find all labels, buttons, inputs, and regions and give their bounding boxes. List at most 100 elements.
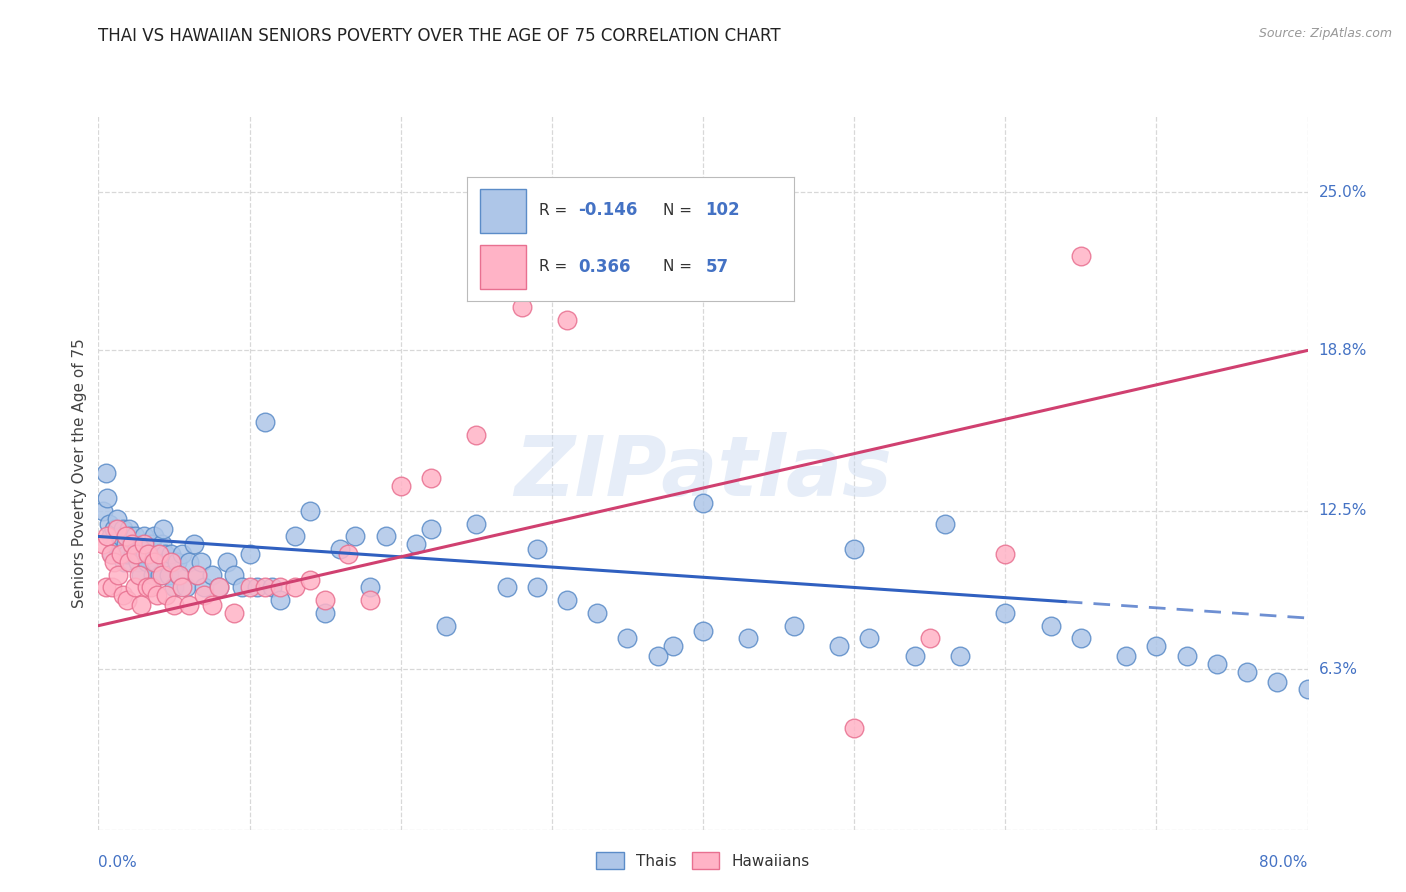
Point [1175, 649, 1198, 664]
Point [299, 573, 322, 587]
Point [166, 555, 188, 569]
Text: -0.146: -0.146 [578, 202, 637, 219]
Point [419, 471, 441, 485]
Point [201, 567, 224, 582]
Point [128, 547, 150, 561]
Point [616, 275, 638, 289]
Point [94, 581, 117, 595]
Point [1296, 682, 1319, 697]
Point [167, 567, 190, 582]
Point [121, 537, 143, 551]
Point [141, 537, 163, 551]
Point [344, 529, 367, 543]
Point [163, 599, 186, 613]
Point [1115, 649, 1137, 664]
Point [103, 555, 125, 569]
Point [101, 581, 124, 595]
Point [269, 593, 291, 607]
Point [129, 567, 152, 582]
Point [112, 555, 135, 569]
Point [159, 567, 181, 582]
Point [107, 567, 129, 582]
Point [224, 567, 246, 582]
Point [1236, 665, 1258, 679]
Point [586, 606, 609, 620]
Point [177, 555, 201, 569]
Point [647, 649, 669, 664]
Text: 0.0%: 0.0% [98, 855, 138, 870]
Point [160, 547, 183, 561]
Point [177, 599, 201, 613]
Point [1039, 618, 1062, 632]
Y-axis label: Seniors Poverty Over the Age of 75: Seniors Poverty Over the Age of 75 [72, 338, 87, 607]
Text: 102: 102 [706, 202, 740, 219]
Point [186, 567, 208, 582]
Point [96, 491, 118, 506]
Point [1070, 249, 1092, 263]
Point [142, 567, 165, 582]
Point [465, 516, 488, 531]
Point [110, 547, 132, 561]
Text: 25.0%: 25.0% [1319, 185, 1367, 200]
Point [314, 593, 336, 607]
Point [737, 632, 759, 646]
Point [167, 567, 190, 582]
Point [127, 555, 149, 569]
Point [208, 581, 231, 595]
Text: R =: R = [538, 202, 572, 218]
Point [419, 522, 441, 536]
Text: Source: ZipAtlas.com: Source: ZipAtlas.com [1258, 27, 1392, 40]
Point [208, 581, 231, 595]
Point [510, 300, 533, 314]
Point [111, 588, 134, 602]
Point [110, 529, 132, 543]
Point [132, 529, 155, 543]
Point [122, 547, 145, 561]
Point [231, 581, 253, 595]
Legend: Thais, Hawaiians: Thais, Hawaiians [591, 846, 815, 875]
Point [360, 593, 382, 607]
Point [148, 547, 170, 561]
Point [114, 537, 136, 551]
Point [98, 516, 121, 531]
Point [360, 581, 382, 595]
Point [692, 624, 714, 638]
Point [96, 529, 118, 543]
Point [555, 593, 578, 607]
Point [239, 581, 262, 595]
Point [105, 522, 128, 536]
Point [136, 542, 159, 557]
Point [389, 478, 412, 492]
Point [782, 618, 804, 632]
Point [153, 547, 176, 561]
Point [616, 632, 638, 646]
Point [105, 511, 128, 525]
Point [186, 567, 208, 582]
Text: 12.5%: 12.5% [1319, 503, 1367, 518]
Point [170, 581, 193, 595]
Point [253, 581, 276, 595]
Point [100, 547, 122, 561]
Point [284, 581, 307, 595]
Point [299, 504, 322, 518]
Point [858, 632, 880, 646]
Point [193, 588, 215, 602]
Point [495, 581, 517, 595]
Point [103, 522, 125, 536]
Point [135, 555, 157, 569]
Point [118, 522, 141, 536]
Point [201, 599, 224, 613]
Point [374, 529, 396, 543]
Point [139, 547, 162, 561]
Point [125, 547, 148, 561]
Point [150, 537, 173, 551]
Point [101, 547, 124, 561]
Point [121, 537, 143, 551]
Point [91, 537, 114, 551]
Point [170, 547, 193, 561]
Point [155, 555, 177, 569]
Point [239, 547, 262, 561]
Point [844, 721, 866, 735]
Point [1206, 657, 1229, 671]
Point [141, 581, 163, 595]
